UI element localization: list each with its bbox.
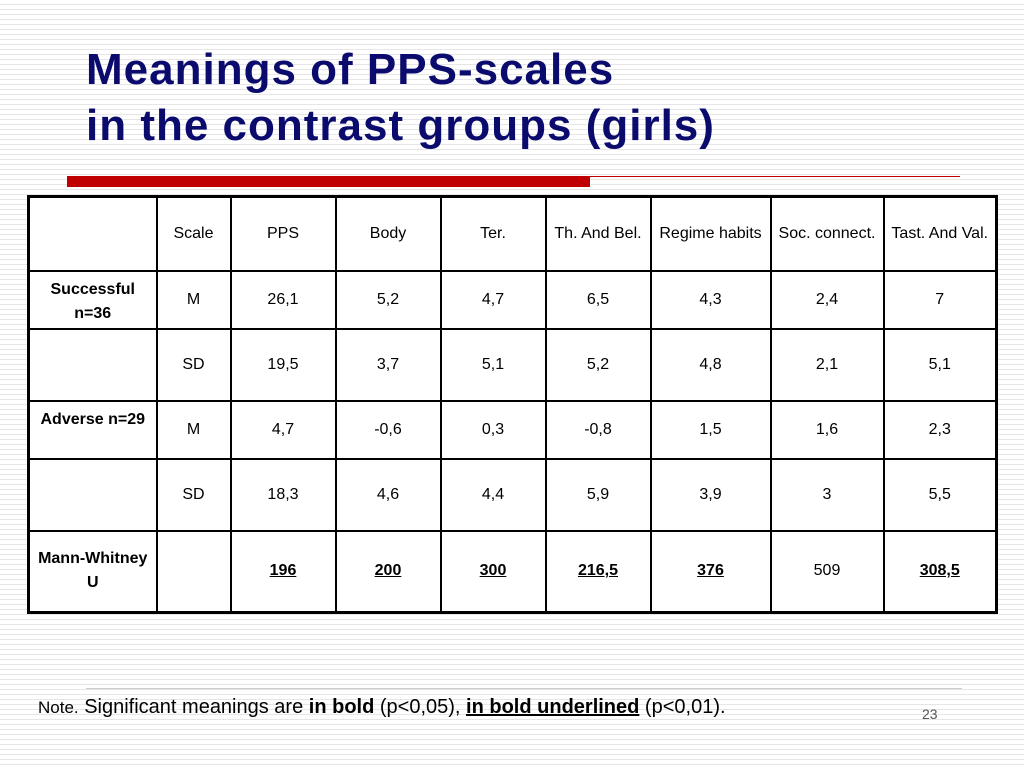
value-cell: 5,1 (439, 327, 547, 402)
value-cell: 216,5 (544, 529, 652, 614)
scale-cell: M (155, 269, 232, 330)
row-label (27, 457, 158, 532)
scale-cell: SD (155, 457, 232, 532)
scale-cell: M (155, 399, 232, 460)
row-label: Adverse n=29 (27, 399, 158, 460)
value-cell: 3,9 (649, 457, 772, 532)
header-cell: Body (334, 195, 442, 272)
value-cell: 0,3 (439, 399, 547, 460)
value-cell: 308,5 (882, 529, 998, 614)
note-bold: in bold (308, 696, 375, 718)
table-header-row: Scale PPS Body Ter. Th. And Bel. Regime … (27, 195, 998, 272)
header-cell (27, 195, 158, 272)
header-cell: Scale (155, 195, 232, 272)
value-cell: 4,4 (439, 457, 547, 532)
header-cell: Ter. (439, 195, 547, 272)
value-cell: 196 (229, 529, 337, 614)
value-cell: -0,8 (544, 399, 652, 460)
value-cell: 1,6 (769, 399, 885, 460)
value-cell: 3,7 (334, 327, 442, 402)
value-cell: 5,5 (882, 457, 998, 532)
title-line-1: Meanings of PPS-scales (86, 45, 615, 94)
value-cell: 200 (334, 529, 442, 614)
value-cell: 4,7 (439, 269, 547, 330)
value-cell: -0,6 (334, 399, 442, 460)
header-cell: PPS (229, 195, 337, 272)
value-cell: 2,1 (769, 327, 885, 402)
value-cell: 5,2 (544, 327, 652, 402)
title-line-2: in the contrast groups (girls) (86, 101, 715, 150)
note-text-1: Significant meanings are (78, 696, 309, 718)
note-text-3: (p<0,01). (639, 696, 726, 718)
header-cell: Soc. connect. (769, 195, 885, 272)
scale-cell: SD (155, 327, 232, 402)
value-cell: 1,5 (649, 399, 772, 460)
note-prefix: Note. (38, 698, 79, 717)
value-cell: 7 (882, 269, 998, 330)
results-table: Scale PPS Body Ter. Th. And Bel. Regime … (27, 195, 998, 614)
value-cell: 2,4 (769, 269, 885, 330)
note-text-2: (p<0,05), (374, 696, 467, 718)
header-cell: Tast. And Val. (882, 195, 998, 272)
row-label: Mann-Whitney U (27, 529, 158, 614)
slide-title: Meanings of PPS-scales in the contrast g… (86, 42, 715, 154)
table-row: SD 18,3 4,6 4,4 5,9 3,9 3 5,5 (27, 457, 998, 532)
footnote: Note. Significant meanings are in bold (… (38, 696, 726, 719)
value-cell: 4,3 (649, 269, 772, 330)
value-cell: 5,1 (882, 327, 998, 402)
slide-number: 23 (922, 706, 938, 722)
title-accent-line (590, 176, 960, 177)
row-label (27, 327, 158, 402)
row-label: Successful n=36 (27, 269, 158, 330)
note-bold-underlined: in bold underlined (466, 696, 640, 718)
table-row: Adverse n=29 M 4,7 -0,6 0,3 -0,8 1,5 1,6… (27, 399, 998, 460)
value-cell: 4,8 (649, 327, 772, 402)
value-cell: 26,1 (229, 269, 337, 330)
table-row: Mann-Whitney U 196 200 300 216,5 376 509… (27, 529, 998, 614)
value-cell: 300 (439, 529, 547, 614)
header-cell: Th. And Bel. (544, 195, 652, 272)
value-cell: 5,9 (544, 457, 652, 532)
value-cell: 509 (769, 529, 885, 614)
value-cell: 5,2 (334, 269, 442, 330)
value-cell: 19,5 (229, 327, 337, 402)
value-cell: 3 (769, 457, 885, 532)
scale-cell (155, 529, 232, 614)
title-accent-bar (67, 176, 590, 187)
value-cell: 4,7 (229, 399, 337, 460)
table-row: SD 19,5 3,7 5,1 5,2 4,8 2,1 5,1 (27, 327, 998, 402)
value-cell: 18,3 (229, 457, 337, 532)
value-cell: 376 (649, 529, 772, 614)
header-cell: Regime habits (649, 195, 772, 272)
value-cell: 2,3 (882, 399, 998, 460)
table-row: Successful n=36 M 26,1 5,2 4,7 6,5 4,3 2… (27, 269, 998, 330)
value-cell: 4,6 (334, 457, 442, 532)
value-cell: 6,5 (544, 269, 652, 330)
footer-divider (86, 688, 962, 689)
